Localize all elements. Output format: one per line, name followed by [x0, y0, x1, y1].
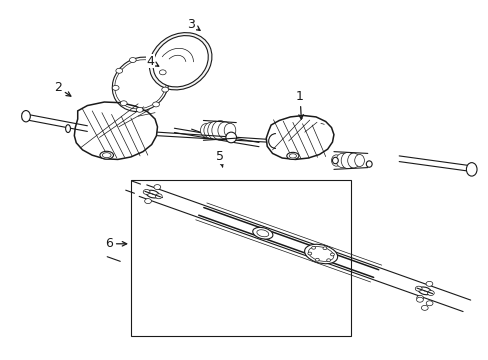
Ellipse shape	[149, 33, 211, 90]
Circle shape	[112, 85, 119, 90]
Circle shape	[120, 101, 127, 106]
Text: 6: 6	[105, 237, 126, 250]
Ellipse shape	[256, 230, 268, 237]
Ellipse shape	[21, 111, 30, 122]
Ellipse shape	[146, 190, 159, 198]
Ellipse shape	[207, 121, 223, 140]
Circle shape	[414, 286, 421, 291]
Circle shape	[416, 296, 423, 300]
Ellipse shape	[466, 163, 476, 176]
Circle shape	[152, 102, 159, 107]
Ellipse shape	[331, 155, 341, 166]
Ellipse shape	[218, 122, 232, 139]
Circle shape	[159, 70, 166, 75]
Ellipse shape	[211, 121, 228, 140]
Bar	[131, 180, 350, 336]
Circle shape	[315, 258, 319, 261]
Circle shape	[162, 87, 168, 92]
Circle shape	[129, 58, 136, 63]
Circle shape	[416, 297, 423, 302]
Ellipse shape	[65, 125, 70, 132]
Ellipse shape	[100, 151, 113, 159]
Circle shape	[330, 253, 334, 256]
Circle shape	[326, 259, 330, 262]
Ellipse shape	[347, 153, 359, 168]
Ellipse shape	[200, 123, 211, 137]
Ellipse shape	[366, 161, 371, 167]
Circle shape	[427, 291, 433, 296]
Text: 1: 1	[296, 90, 304, 119]
Polygon shape	[265, 116, 333, 159]
Text: 4: 4	[146, 55, 159, 68]
Ellipse shape	[341, 152, 354, 168]
Ellipse shape	[308, 247, 333, 261]
Ellipse shape	[288, 154, 296, 158]
Ellipse shape	[224, 123, 235, 138]
Text: 2: 2	[54, 81, 71, 96]
Circle shape	[425, 282, 432, 286]
Text: 5: 5	[216, 150, 224, 167]
Circle shape	[421, 305, 427, 310]
Ellipse shape	[252, 228, 272, 239]
Circle shape	[154, 185, 161, 190]
Ellipse shape	[102, 153, 111, 158]
Polygon shape	[74, 102, 157, 159]
Ellipse shape	[332, 157, 338, 164]
Text: 3: 3	[187, 18, 200, 31]
Ellipse shape	[304, 244, 337, 264]
Circle shape	[143, 189, 150, 194]
Circle shape	[307, 252, 311, 255]
Ellipse shape	[153, 36, 208, 87]
Ellipse shape	[286, 152, 298, 159]
Circle shape	[144, 199, 151, 204]
Circle shape	[323, 247, 326, 250]
Circle shape	[146, 58, 153, 63]
Circle shape	[116, 68, 122, 73]
Circle shape	[311, 246, 315, 249]
Ellipse shape	[354, 154, 364, 167]
Ellipse shape	[225, 132, 236, 143]
Circle shape	[136, 107, 143, 112]
Circle shape	[426, 301, 432, 306]
Circle shape	[155, 194, 162, 199]
Ellipse shape	[335, 153, 347, 168]
Ellipse shape	[203, 122, 217, 138]
Ellipse shape	[417, 287, 430, 295]
